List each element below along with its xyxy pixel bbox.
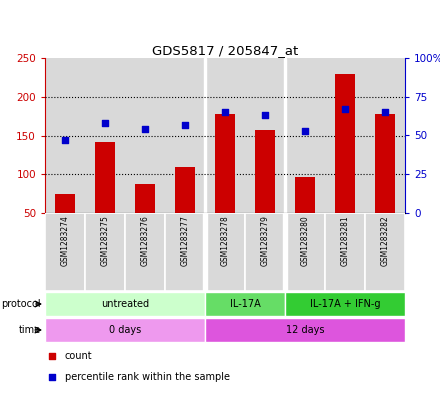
- Point: [287, 68, 294, 74]
- Bar: [284, 58, 286, 213]
- Bar: [365, 58, 405, 213]
- Bar: [203, 213, 207, 291]
- Bar: [45, 213, 85, 291]
- Bar: [375, 114, 395, 213]
- Bar: [295, 177, 315, 213]
- Bar: [205, 213, 245, 291]
- Text: protocol: protocol: [1, 299, 40, 309]
- Bar: [95, 142, 115, 213]
- Bar: [45, 318, 205, 342]
- Bar: [255, 130, 275, 213]
- Bar: [85, 213, 125, 291]
- Bar: [325, 213, 365, 291]
- Bar: [204, 58, 206, 213]
- Text: GSM1283278: GSM1283278: [220, 215, 230, 266]
- Bar: [45, 292, 205, 316]
- Text: 12 days: 12 days: [286, 325, 324, 335]
- Bar: [125, 58, 165, 213]
- Text: GSM1283280: GSM1283280: [301, 215, 309, 266]
- Bar: [283, 213, 287, 291]
- Bar: [245, 58, 285, 213]
- Point: [102, 120, 109, 126]
- Bar: [285, 292, 405, 316]
- Bar: [135, 184, 155, 213]
- Bar: [175, 167, 195, 213]
- Bar: [365, 213, 405, 291]
- Text: IL-17A: IL-17A: [230, 299, 260, 309]
- Point: [181, 121, 188, 128]
- Title: GDS5817 / 205847_at: GDS5817 / 205847_at: [152, 44, 298, 57]
- Point: [221, 109, 228, 116]
- Text: 0 days: 0 days: [109, 325, 141, 335]
- Point: [341, 106, 348, 112]
- Text: percentile rank within the sample: percentile rank within the sample: [65, 372, 230, 382]
- Text: GSM1283281: GSM1283281: [341, 215, 349, 266]
- Bar: [215, 114, 235, 213]
- Bar: [125, 213, 165, 291]
- Bar: [325, 58, 365, 213]
- Bar: [205, 292, 285, 316]
- Point: [142, 126, 149, 132]
- Text: GSM1283282: GSM1283282: [381, 215, 389, 266]
- Point: [261, 112, 268, 119]
- Text: IL-17A + IFN-g: IL-17A + IFN-g: [310, 299, 380, 309]
- Bar: [285, 58, 325, 213]
- Text: GSM1283275: GSM1283275: [100, 215, 110, 266]
- Bar: [165, 58, 205, 213]
- Point: [287, 260, 294, 266]
- Text: time: time: [18, 325, 40, 335]
- Point: [301, 128, 308, 134]
- Bar: [205, 318, 405, 342]
- Bar: [285, 213, 325, 291]
- Bar: [55, 194, 75, 213]
- Text: count: count: [65, 351, 92, 361]
- Bar: [245, 213, 285, 291]
- Point: [62, 137, 69, 143]
- Bar: [205, 58, 245, 213]
- Bar: [335, 73, 355, 213]
- Text: GSM1283277: GSM1283277: [180, 215, 190, 266]
- Bar: [165, 213, 205, 291]
- Text: GSM1283276: GSM1283276: [140, 215, 150, 266]
- Point: [381, 109, 389, 116]
- Bar: [85, 58, 125, 213]
- Bar: [45, 58, 85, 213]
- Text: GSM1283279: GSM1283279: [260, 215, 269, 266]
- Text: untreated: untreated: [101, 299, 149, 309]
- Text: GSM1283274: GSM1283274: [61, 215, 70, 266]
